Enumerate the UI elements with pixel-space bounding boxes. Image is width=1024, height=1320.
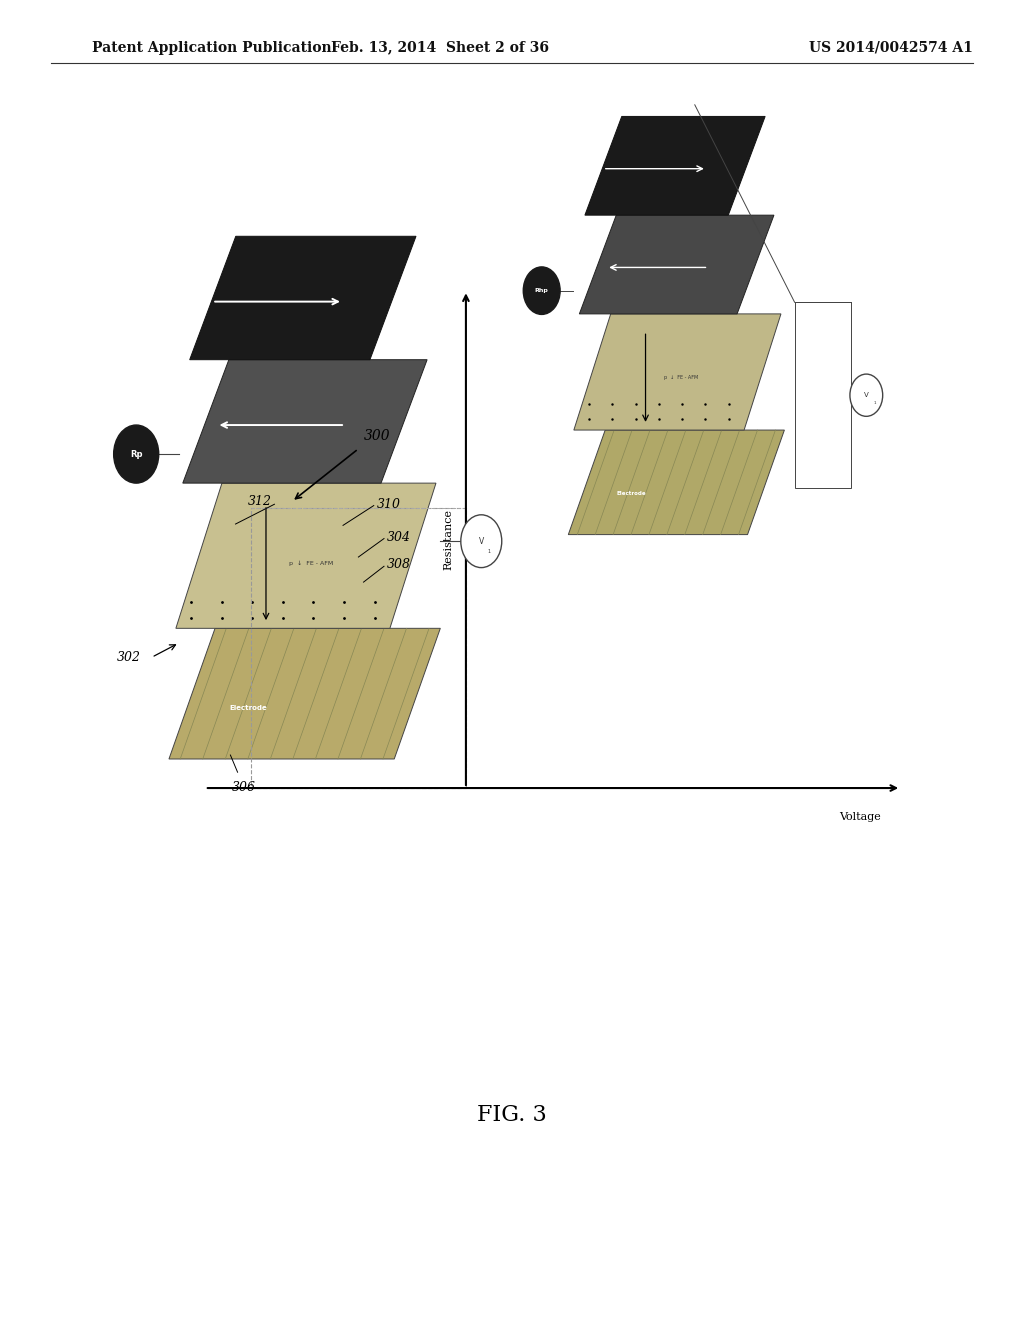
Text: 310: 310 (377, 498, 400, 511)
Text: 312: 312 (248, 495, 271, 508)
Polygon shape (169, 628, 440, 759)
Text: V: V (478, 537, 484, 545)
Polygon shape (176, 483, 436, 628)
Polygon shape (183, 359, 427, 483)
Text: Patent Application Publication: Patent Application Publication (92, 41, 332, 54)
Text: p  ↓  FE - AFM: p ↓ FE - AFM (665, 375, 698, 380)
Polygon shape (568, 430, 784, 535)
Text: 300: 300 (364, 429, 390, 442)
Polygon shape (585, 116, 765, 215)
Text: Electrode: Electrode (229, 705, 266, 711)
Circle shape (461, 515, 502, 568)
Text: 1: 1 (487, 549, 492, 554)
Text: FIG. 3: FIG. 3 (477, 1105, 547, 1126)
Text: 306: 306 (231, 781, 256, 795)
Polygon shape (189, 236, 416, 359)
Text: US 2014/0042574 A1: US 2014/0042574 A1 (809, 41, 973, 54)
Polygon shape (573, 314, 781, 430)
Circle shape (850, 374, 883, 416)
Text: p  ↓  FE - AFM: p ↓ FE - AFM (289, 560, 333, 566)
Text: Rp: Rp (130, 450, 142, 458)
Circle shape (523, 267, 560, 314)
Text: 1: 1 (873, 401, 876, 405)
Text: Rhp: Rhp (535, 288, 549, 293)
Text: 304: 304 (387, 531, 411, 544)
Text: Feb. 13, 2014  Sheet 2 of 36: Feb. 13, 2014 Sheet 2 of 36 (332, 41, 549, 54)
Text: Voltage: Voltage (840, 812, 881, 822)
Circle shape (114, 425, 159, 483)
Text: V: V (864, 392, 868, 399)
Text: Resistance: Resistance (443, 508, 454, 570)
Text: Electrode: Electrode (616, 491, 646, 496)
Text: 308: 308 (387, 558, 411, 572)
Text: 302: 302 (118, 651, 141, 664)
Bar (251, 508, 466, 788)
Polygon shape (580, 215, 774, 314)
Bar (795, 302, 851, 488)
